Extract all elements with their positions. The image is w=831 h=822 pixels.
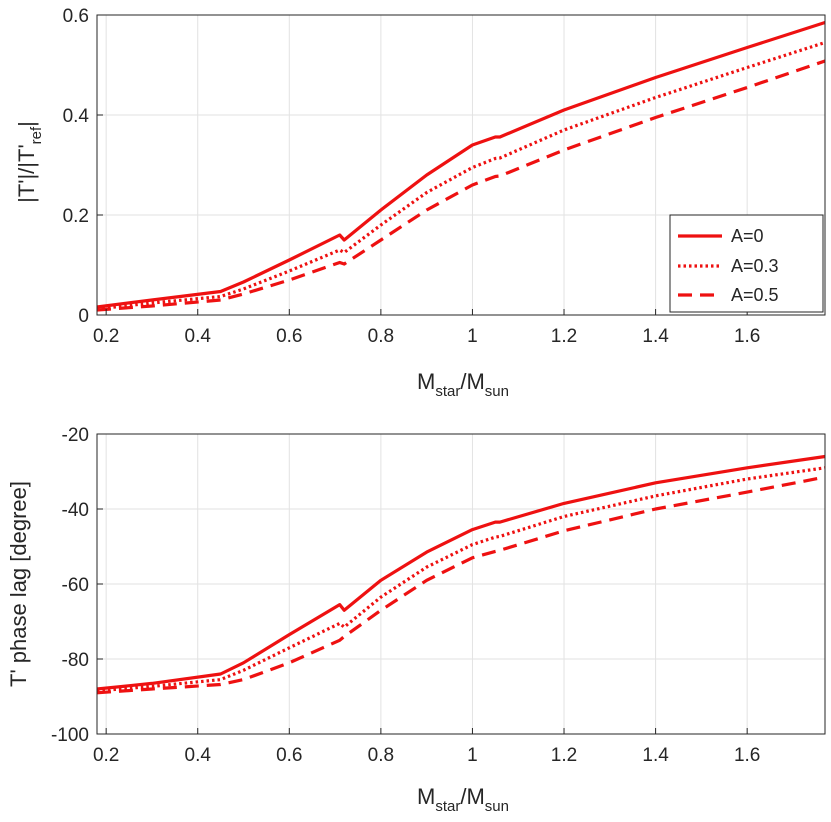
y-tick-label: -20 (62, 425, 89, 446)
phase-x-ticks: 0.2 0.4 0.6 0.8 1 1.2 1.4 1.6 (93, 728, 760, 766)
series-line-a-0-3 (96, 466, 826, 693)
y-tick-label: -40 (62, 500, 89, 521)
legend-box (669, 214, 824, 313)
y-tick-label: -100 (51, 725, 89, 746)
x-tick-label: 1 (467, 745, 478, 766)
magnitude-y-ticks: 0 0.2 0.4 0.6 (63, 6, 103, 327)
x-tick-label: 0.4 (185, 326, 212, 347)
magnitude-x-ticks: 0.2 0.4 0.6 0.8 1 1.2 1.4 1.6 (93, 309, 760, 347)
magnitude-x-axis-label: Mstar/Msun (417, 369, 509, 400)
legend-label-a03: A=0.3 (731, 256, 779, 276)
x-tick-label: 0.6 (276, 745, 302, 766)
legend-label-a05: A=0.5 (731, 285, 779, 305)
y-tick-label: -60 (62, 575, 89, 596)
phase-x-axis-label: Mstar/Msun (417, 784, 509, 815)
series-line-a-0 (96, 20, 826, 309)
x-tick-label: 0.4 (185, 745, 212, 766)
magnitude-y-axis-label: |T'|/|T'ref| (14, 121, 45, 203)
y-tick-label: 0.2 (63, 206, 89, 227)
legend: A=0 A=0.3 A=0.5 (669, 214, 824, 313)
y-tick-label: 0.6 (63, 6, 89, 27)
x-tick-label: 1.4 (642, 745, 669, 766)
x-tick-label: 1.4 (642, 326, 669, 347)
phase-grid (97, 433, 825, 735)
magnitude-series (96, 20, 826, 312)
y-tick-label: -80 (62, 650, 89, 671)
legend-label-a0: A=0 (731, 226, 764, 246)
y-tick-label: 0.4 (63, 106, 90, 127)
x-tick-label: 1.6 (734, 745, 760, 766)
x-tick-label: 0.8 (368, 745, 394, 766)
magnitude-panel: 0.2 0.4 0.6 0.8 1 1.2 1.4 1.6 00.20.40.6 Mstar/… (14, 6, 826, 400)
x-tick-label: 0.6 (276, 326, 302, 347)
magnitude-axes-box (96, 14, 826, 316)
x-tick-label: 1.2 (551, 326, 577, 347)
x-tick-label: 1 (467, 326, 478, 347)
series-line-a-0-3 (96, 40, 826, 311)
phase-y-ticks: -100 -80 -60 -40 -20 (51, 425, 103, 746)
series-line-a-0 (96, 454, 826, 691)
y-tick-label: 0 (78, 306, 89, 327)
phase-y-axis-label: T' phase lag [degree] (6, 481, 31, 687)
phase-panel: 0.2 0.4 0.6 0.8 1 1.2 1.4 1.6 -100-80-60-40-20 … (6, 425, 826, 815)
x-tick-label: 1.6 (734, 326, 760, 347)
series-line-a-0-5 (96, 475, 826, 695)
x-tick-label: 0.8 (368, 326, 394, 347)
x-tick-label: 1.2 (551, 745, 577, 766)
phase-series (96, 454, 826, 695)
x-tick-label: 0.2 (93, 745, 119, 766)
x-tick-label: 0.2 (93, 326, 119, 347)
series-line-a-0-5 (96, 59, 826, 312)
